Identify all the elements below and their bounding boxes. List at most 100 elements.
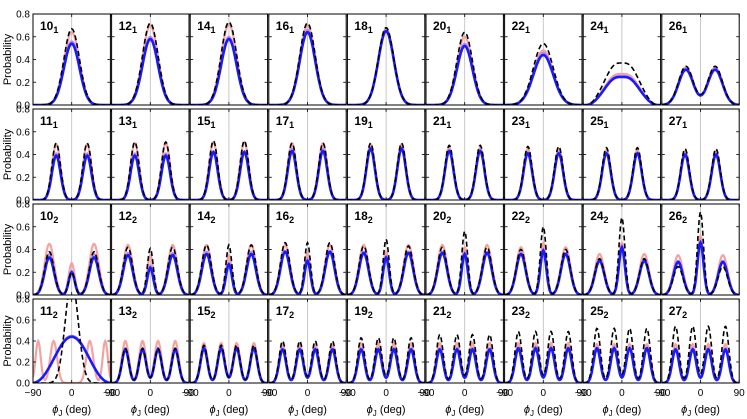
x-axis-label-symbol: ϕ — [681, 404, 687, 416]
panel-label: 181 — [354, 19, 372, 35]
x-tick-label: 90 — [105, 388, 117, 399]
y-tick-label: 0.8 — [16, 105, 30, 116]
panel-label: 131 — [119, 114, 137, 130]
x-axis-label-symbol: ϕ — [524, 404, 530, 416]
chart-panel: 121 — [111, 13, 190, 106]
x-axis-label-rest: J — [687, 409, 691, 418]
x-tick-label: −90 — [653, 388, 670, 399]
chart-panel: 271 — [661, 108, 740, 201]
panel-label-subscript: 1 — [211, 25, 216, 35]
x-axis-label-rest: J — [530, 409, 534, 418]
panel-label: 161 — [276, 19, 294, 35]
panel-label: 261 — [669, 19, 687, 35]
x-tick-label: −90 — [496, 388, 513, 399]
chart-panel: 211 — [425, 108, 504, 201]
chart-panel: 182 — [346, 203, 426, 296]
chart-panel: 252 −90 0 90 ϕJ (deg) — [575, 298, 667, 418]
panel-label: 141 — [197, 19, 215, 35]
panel-label: 262 — [669, 209, 687, 225]
y-tick-label: 0.6 — [16, 32, 30, 43]
x-axis-label: ϕJ (deg) — [445, 404, 484, 418]
series-line-dashed — [661, 147, 740, 200]
panel-label: 142 — [197, 209, 215, 225]
panel-label-number: 17 — [276, 114, 290, 128]
y-axis-label: Probability — [2, 223, 14, 275]
panel-label-number: 26 — [669, 209, 683, 223]
x-tick-label: 90 — [262, 388, 274, 399]
panel-label-subscript: 2 — [446, 215, 451, 225]
chart-panel: 251 — [582, 108, 662, 201]
chart-panel: 192 −90 0 90 ϕJ (deg) — [339, 298, 431, 418]
x-axis-label-unit: (deg) — [377, 404, 406, 416]
panel-curves — [504, 42, 582, 105]
series-line-dashed — [190, 344, 268, 383]
series-line-dashed — [426, 333, 504, 383]
x-tick-label: −90 — [182, 388, 199, 399]
y-axis-label: Probability — [2, 33, 14, 85]
series-line-dashed — [347, 336, 425, 383]
x-axis-label-rest: J — [451, 409, 455, 418]
panel-curves — [583, 62, 661, 105]
panel-curves — [347, 237, 425, 295]
panel-label-number: 14 — [197, 19, 211, 33]
panel-curves — [583, 327, 661, 383]
x-tick-label: 90 — [498, 388, 510, 399]
x-axis-label-symbol: ϕ — [209, 404, 215, 416]
panel-label: 111 — [40, 114, 58, 130]
series-line-thick — [504, 346, 582, 383]
y-tick-label: 0.2 — [16, 173, 30, 184]
panel-label: 271 — [669, 114, 687, 130]
panel-label-subscript: 1 — [289, 25, 294, 35]
panel-label: 232 — [512, 304, 530, 320]
chart-panel: 122 — [111, 203, 190, 296]
panel-label-subscript: 2 — [211, 215, 216, 225]
x-tick-label: −90 — [339, 388, 356, 399]
panel-label: 172 — [276, 304, 294, 320]
series-line-thick — [268, 250, 347, 295]
chart-panel: 141 — [189, 13, 269, 106]
panel-label-subscript: 2 — [682, 215, 687, 225]
chart-panel: 272 −90 0 90 ϕJ (deg) — [653, 298, 745, 418]
panel-curves — [504, 330, 582, 383]
y-tick-label: 0.8 — [16, 295, 30, 306]
panel-curves — [661, 209, 740, 295]
panel-curves — [661, 324, 740, 383]
x-axis-label: ϕJ (deg) — [209, 404, 248, 418]
panel-label: 242 — [590, 209, 608, 225]
chart-panel: 242 — [582, 203, 662, 296]
x-axis-label-unit: (deg) — [141, 404, 170, 416]
panel-label-subscript: 1 — [132, 120, 137, 130]
panel-label-subscript: 1 — [604, 25, 609, 35]
panel-label: 121 — [119, 19, 137, 35]
series-line-thick — [426, 347, 504, 383]
panel-label-subscript: 1 — [604, 120, 609, 130]
series-line-thick — [661, 347, 740, 383]
x-tick-label: −90 — [418, 388, 435, 399]
series-line-light — [33, 338, 111, 383]
panel-curves — [111, 243, 189, 295]
panel-label-number: 23 — [512, 114, 526, 128]
y-axis-label: Probability — [2, 315, 14, 367]
series-line-light — [583, 240, 661, 295]
panel-curves — [426, 229, 504, 295]
x-tick-label: 0 — [462, 388, 468, 399]
y-tick-label: 0.0 — [16, 291, 30, 302]
panel-label: 132 — [119, 304, 137, 320]
y-tick-label: 0.6 — [16, 316, 30, 327]
panel-label-number: 12 — [119, 19, 133, 33]
panel-label-subscript: 2 — [132, 215, 137, 225]
y-tick-label: 0.4 — [16, 150, 30, 161]
x-axis-label-unit: (deg) — [220, 404, 249, 416]
panel-label-subscript: 2 — [604, 215, 609, 225]
y-tick-label: 0.0 — [16, 101, 30, 112]
x-axis-label-unit: (deg) — [298, 404, 327, 416]
panel-label: 162 — [276, 209, 294, 225]
series-line-dashed — [426, 229, 504, 295]
x-tick-label: 0 — [383, 388, 389, 399]
series-line-thick — [347, 347, 425, 383]
x-tick-label: 0 — [305, 388, 311, 399]
panel-label-subscript: 2 — [525, 310, 530, 320]
y-tick-label: 0.8 — [16, 200, 30, 211]
x-axis-label-symbol: ϕ — [445, 404, 451, 416]
